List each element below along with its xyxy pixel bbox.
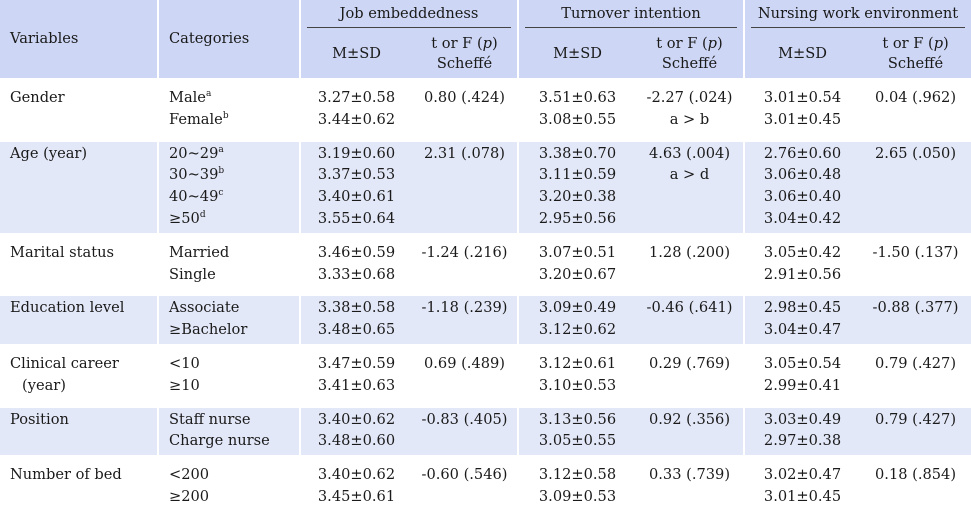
variable-cell: Education level [0,296,158,344]
header-msd: M±SD [299,30,412,78]
variable-cell: Clinical career (year) [10,354,119,394]
job-embeddedness-msd: 3.19±0.60 3.37±0.53 3.40±0.61 3.55±0.64 [299,141,412,233]
nursing-work-environment-test: 2.65 (.050) [860,141,971,233]
header-group-turnover-intention: Turnover intention [516,0,745,30]
table-row: Clinical career (year) <10 ≥10 3.47±0.59 3.41… [0,351,971,400]
table-row: Gender Malea Femaleb 3.27±0.58 3.44±0.62 0.80… [0,86,971,134]
header-variables: Variables [0,0,158,78]
job-embeddedness-test: -0.60 (.546) [421,466,508,484]
variable-cell: Gender [10,89,65,106]
nursing-work-environment-test: 0.79 (.427) [875,354,957,372]
job-embeddedness-test: -0.83 (.405) [412,407,518,456]
nursing-work-environment-msd: 2.76±0.60 3.06±0.48 3.06±0.40 3.04±0.42 [743,141,861,233]
turnover-intention-test: 0.33 (.739) [649,466,731,484]
nursing-work-environment-test: -0.88 (.377) [860,296,971,344]
turnover-intention-msd: 3.13±0.56 3.05±0.55 [517,407,636,456]
category-cell: 20~29a 30~39b 40~49c ≥50d [157,141,300,233]
header-categories: Categories [157,0,300,78]
table-row: Age (year) 20~29a 30~39b 40~49c ≥50d 3.19±0.6… [0,141,971,233]
header-test: t or F (p) Scheffé [860,30,971,78]
nursing-work-environment-test: 0.18 (.854) [875,466,957,484]
table-header: Variables Categories Job embeddedness Tu… [0,0,971,78]
header-test: t or F (p) Scheffé [636,30,745,78]
variable-cell: Number of bed [10,466,122,484]
nursing-work-environment-msd: 3.05±0.42 2.91±0.56 [743,240,861,289]
variable-cell: Age (year) [0,141,158,233]
table-row: Position Staff nurse Charge nurse 3.40±0.62… [0,407,971,456]
turnover-intention-msd: 3.51±0.63 3.08±0.55 [517,86,636,134]
category-cell: Associate ≥Bachelor [157,296,300,344]
nursing-work-environment-test: -1.50 (.137) [872,243,959,261]
turnover-intention-msd: 3.38±0.70 3.11±0.59 3.20±0.38 2.95±0.56 [517,141,636,233]
variable-cell: Marital status [10,243,114,261]
header-test: t or F (p) Scheffé [412,30,518,78]
job-embeddedness-test: 0.80 (.424) [423,89,505,106]
turnover-intention-msd: 3.12±0.61 3.10±0.53 [517,351,636,400]
job-embeddedness-msd: 3.47±0.59 3.41±0.63 [299,351,412,400]
table-row: Education level Associate ≥Bachelor 3.38±0.… [0,296,971,344]
job-embeddedness-msd: 3.46±0.59 3.33±0.68 [299,240,412,289]
nursing-work-environment-test: 0.04 (.962) [875,89,957,106]
turnover-intention-test: 0.29 (.769) [649,354,731,372]
table-row: Marital status Married Single 3.46±0.59 3.33… [0,240,971,289]
category-cell: Married Single [157,240,300,289]
table-body: Gender Malea Femaleb 3.27±0.58 3.44±0.62 0.80… [0,78,971,511]
job-embeddedness-msd: 3.38±0.58 3.48±0.65 [299,296,412,344]
job-embeddedness-test: 2.31 (.078) [412,141,518,233]
turnover-intention-test: 0.92 (.356) [636,407,745,456]
job-embeddedness-msd: 3.40±0.62 3.45±0.61 [299,463,412,511]
job-embeddedness-msd: 3.40±0.62 3.48±0.60 [299,407,412,456]
job-embeddedness-test: -1.24 (.216) [421,243,508,261]
category-cell: Malea Femaleb [157,86,300,134]
job-embeddedness-test: 0.69 (.489) [423,354,505,372]
turnover-intention-msd: 3.07±0.51 3.20±0.67 [517,240,636,289]
job-embeddedness-msd: 3.27±0.58 3.44±0.62 [299,86,412,134]
header-group-job-embeddedness: Job embeddedness [299,0,518,30]
nursing-work-environment-msd: 3.03±0.49 2.97±0.38 [743,407,861,456]
nursing-work-environment-test: 0.79 (.427) [860,407,971,456]
table-row: Number of bed <200 ≥200 3.40±0.62 3.45±0.61-… [0,463,971,511]
nursing-work-environment-msd: 3.01±0.54 3.01±0.45 [743,86,861,134]
job-embeddedness-test: -1.18 (.239) [412,296,518,344]
nursing-work-environment-msd: 2.98±0.45 3.04±0.47 [743,296,861,344]
turnover-intention-msd: 3.12±0.58 3.09±0.53 [517,463,636,511]
nursing-work-environment-msd: 3.05±0.54 2.99±0.41 [743,351,861,400]
header-msd: M±SD [517,30,636,78]
category-cell: <200 ≥200 [157,463,300,511]
category-cell: Staff nurse Charge nurse [157,407,300,456]
category-cell: <10 ≥10 [157,351,300,400]
variable-cell: Position [0,407,158,456]
turnover-intention-test: -0.46 (.641) [636,296,745,344]
turnover-intention-msd: 3.09±0.49 3.12±0.62 [517,296,636,344]
turnover-intention-test: 4.63 (.004) a > d [636,141,745,233]
turnover-intention-test: -2.27 (.024) a > b [646,89,733,128]
nursing-work-environment-msd: 3.02±0.47 3.01±0.45 [743,463,861,511]
turnover-intention-test: 1.28 (.200) [649,243,731,261]
header-msd: M±SD [743,30,861,78]
header-group-nursing-work-environment: Nursing work environment [743,0,971,30]
